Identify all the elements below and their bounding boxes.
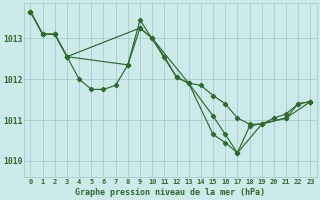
X-axis label: Graphe pression niveau de la mer (hPa): Graphe pression niveau de la mer (hPa) bbox=[76, 188, 266, 197]
